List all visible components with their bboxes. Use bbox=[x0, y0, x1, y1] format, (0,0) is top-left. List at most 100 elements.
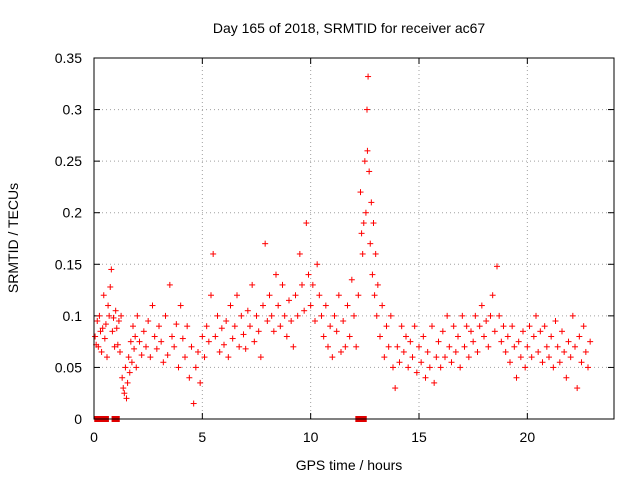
data-point bbox=[325, 343, 331, 350]
x-axis-label: GPS time / hours bbox=[296, 457, 403, 473]
data-point bbox=[481, 333, 487, 340]
data-point bbox=[294, 312, 301, 319]
grid-lines bbox=[94, 58, 614, 419]
data-point bbox=[128, 359, 135, 366]
data-point bbox=[314, 261, 321, 268]
data-point bbox=[398, 323, 405, 330]
data-point bbox=[580, 323, 587, 330]
data-point bbox=[173, 321, 180, 328]
data-point bbox=[539, 359, 546, 366]
data-point bbox=[520, 328, 526, 335]
data-point bbox=[563, 374, 570, 381]
data-point bbox=[424, 348, 431, 355]
data-point bbox=[357, 189, 364, 196]
data-point bbox=[158, 338, 165, 345]
data-point bbox=[348, 276, 355, 283]
x-tick-label: 0 bbox=[90, 429, 98, 445]
data-point bbox=[118, 312, 125, 319]
data-point bbox=[431, 379, 438, 386]
data-point bbox=[526, 323, 533, 330]
data-point bbox=[364, 147, 371, 154]
data-point bbox=[452, 348, 459, 355]
x-tick-label: 20 bbox=[520, 429, 536, 445]
data-point bbox=[554, 343, 561, 350]
data-point bbox=[98, 348, 105, 355]
data-point bbox=[240, 331, 247, 338]
data-point bbox=[182, 354, 188, 361]
data-point bbox=[275, 302, 282, 309]
data-point bbox=[369, 271, 376, 278]
data-point bbox=[500, 323, 507, 330]
data-point bbox=[132, 333, 139, 340]
data-point bbox=[188, 343, 195, 350]
data-point bbox=[162, 312, 169, 319]
data-point bbox=[260, 302, 266, 309]
data-point bbox=[387, 312, 394, 319]
data-point bbox=[227, 302, 234, 309]
data-point bbox=[574, 385, 581, 392]
data-point bbox=[175, 364, 182, 371]
data-point bbox=[420, 333, 427, 340]
data-point bbox=[279, 281, 286, 288]
data-point bbox=[439, 328, 446, 335]
data-point bbox=[199, 333, 206, 340]
data-point bbox=[448, 359, 455, 366]
data-point bbox=[264, 318, 271, 325]
data-point bbox=[379, 302, 386, 309]
data-point bbox=[195, 348, 201, 355]
data-point bbox=[134, 312, 141, 319]
data-point bbox=[498, 338, 505, 345]
data-point bbox=[515, 338, 522, 345]
y-tick-label: 0.2 bbox=[63, 205, 83, 221]
data-point bbox=[537, 328, 544, 335]
data-point bbox=[362, 209, 369, 216]
data-point bbox=[186, 374, 193, 381]
data-point bbox=[367, 240, 374, 247]
data-point bbox=[528, 354, 535, 361]
data-point bbox=[106, 312, 113, 319]
data-point bbox=[114, 341, 121, 348]
data-point bbox=[413, 369, 420, 376]
data-point bbox=[422, 374, 429, 381]
data-point bbox=[244, 307, 251, 314]
data-point bbox=[559, 328, 565, 335]
data-point bbox=[273, 271, 279, 278]
data-point bbox=[296, 250, 303, 257]
data-point bbox=[316, 292, 323, 299]
data-point bbox=[126, 369, 133, 376]
data-point bbox=[160, 359, 167, 366]
data-point bbox=[396, 359, 403, 366]
data-point bbox=[257, 354, 264, 361]
data-point bbox=[572, 343, 578, 350]
data-point bbox=[461, 343, 468, 350]
data-point bbox=[517, 354, 524, 361]
data-point bbox=[446, 343, 453, 350]
data-point bbox=[136, 338, 143, 345]
data-point bbox=[247, 323, 253, 330]
data-point bbox=[121, 390, 128, 397]
y-tick-label: 0.1 bbox=[63, 308, 83, 324]
data-point bbox=[585, 364, 591, 371]
data-point bbox=[487, 312, 494, 319]
data-point bbox=[212, 333, 219, 340]
x-tick-label: 15 bbox=[411, 429, 427, 445]
data-point bbox=[411, 323, 418, 330]
data-point bbox=[346, 333, 353, 340]
data-point bbox=[156, 323, 162, 330]
data-point bbox=[120, 385, 127, 392]
data-point bbox=[169, 333, 175, 340]
data-point bbox=[210, 250, 217, 257]
data-point bbox=[359, 250, 366, 257]
data-point bbox=[483, 318, 490, 325]
data-point bbox=[251, 338, 258, 345]
data-point bbox=[450, 323, 457, 330]
data-point bbox=[394, 343, 401, 350]
data-point bbox=[190, 400, 197, 407]
y-tick-label: 0.3 bbox=[63, 102, 83, 118]
data-point bbox=[238, 312, 245, 319]
data-point bbox=[358, 230, 365, 237]
data-point bbox=[502, 348, 509, 355]
data-point bbox=[366, 168, 373, 175]
data-point bbox=[444, 312, 451, 319]
data-point bbox=[463, 323, 470, 330]
